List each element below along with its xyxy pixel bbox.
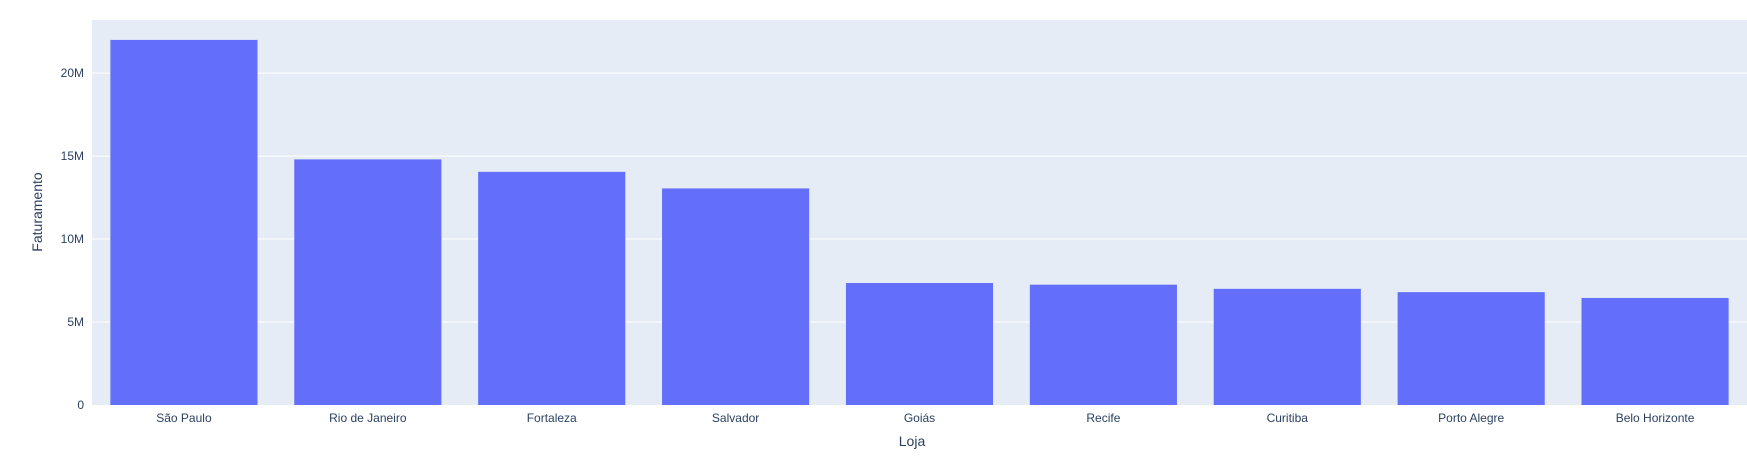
x-tick-label: Recife (1086, 411, 1120, 425)
bar[interactable] (662, 188, 810, 405)
y-tick-label: 20M (61, 66, 84, 80)
y-axis-title: Faturamento (29, 172, 45, 252)
x-tick-label: São Paulo (156, 411, 212, 425)
x-tick-label: Rio de Janeiro (329, 411, 407, 425)
bar[interactable] (1397, 292, 1545, 405)
x-tick-label: Goiás (904, 411, 935, 425)
bar[interactable] (110, 39, 258, 406)
x-tick-label: Curitiba (1267, 411, 1309, 425)
bars (110, 39, 1729, 406)
bar[interactable] (478, 171, 626, 405)
x-axis-ticks: São Paulo Rio de Janeiro Fortaleza Salvador… (156, 411, 1694, 425)
bar[interactable] (845, 283, 994, 405)
x-axis-title: Loja (899, 433, 926, 449)
y-axis-ticks: 0 5M 10M 15M 20M (61, 66, 85, 412)
x-tick-label: Fortaleza (527, 411, 577, 425)
x-tick-label: Salvador (712, 411, 759, 425)
y-tick-label: 10M (61, 232, 84, 246)
x-tick-label: Porto Alegre (1438, 411, 1504, 425)
y-tick-label: 5M (67, 315, 84, 329)
bar[interactable] (294, 159, 442, 405)
bar[interactable] (1029, 284, 1177, 405)
bar[interactable] (1213, 288, 1361, 405)
bar[interactable] (1581, 297, 1729, 405)
y-tick-label: 0 (77, 398, 84, 412)
y-tick-label: 15M (61, 149, 84, 163)
x-tick-label: Belo Horizonte (1616, 411, 1695, 425)
